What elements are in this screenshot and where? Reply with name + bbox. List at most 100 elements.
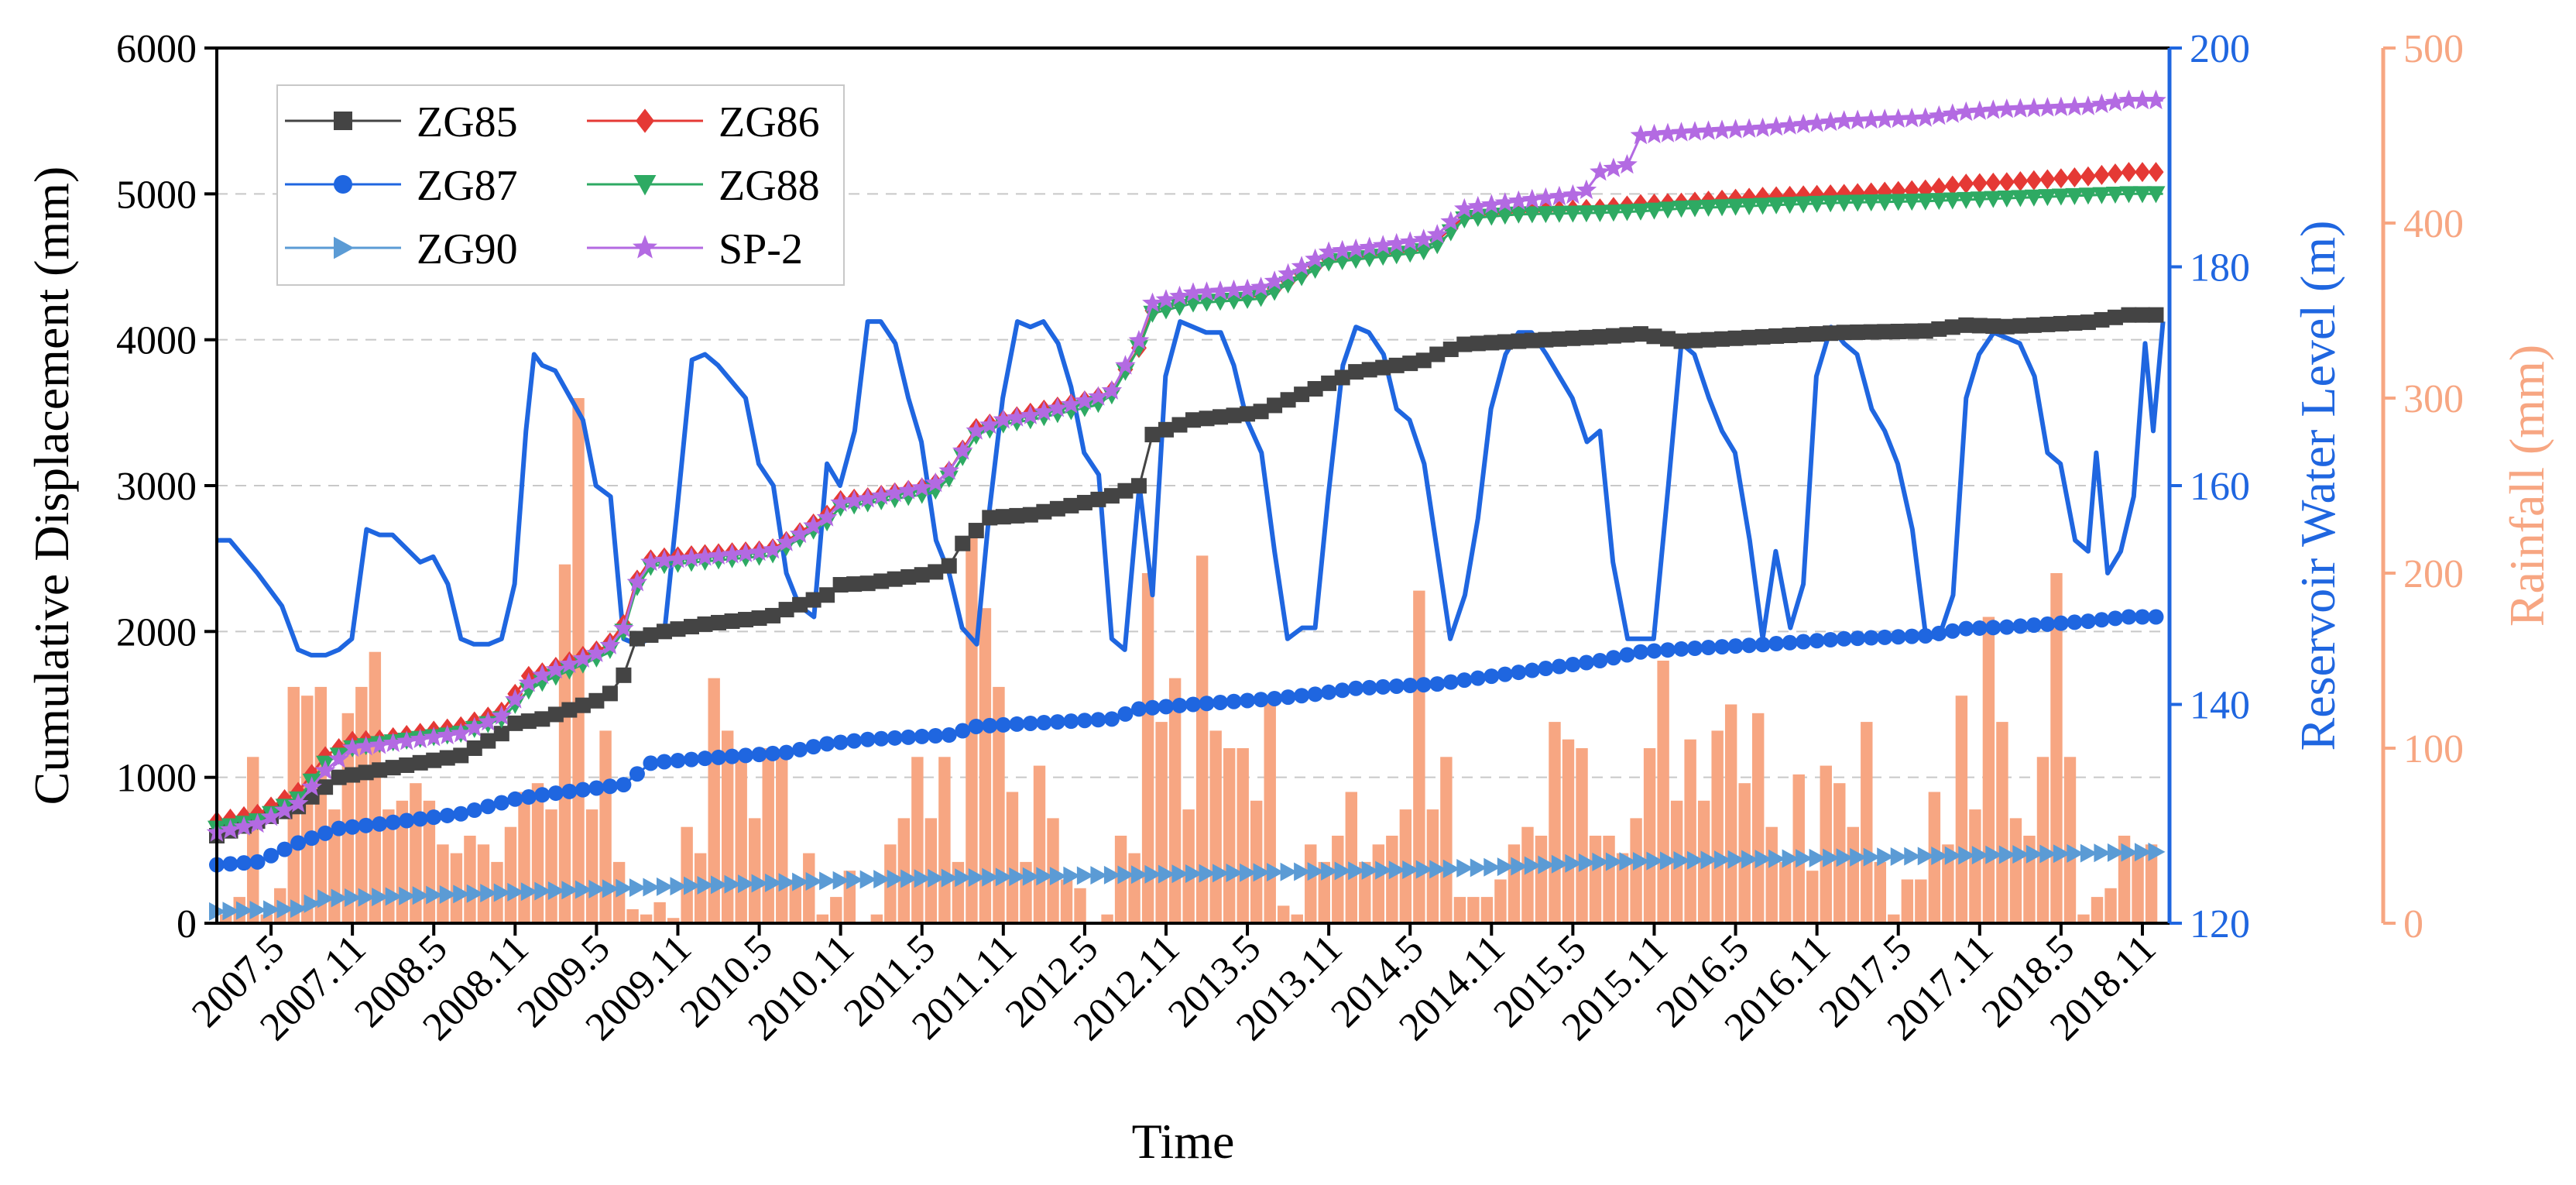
series-point-sp-2-19 [464,716,485,737]
series-point-zg90-102 [1592,852,1610,871]
series-point-zg90-100 [1565,854,1583,873]
series-point-zg87-27 [575,781,591,798]
series-point-zg90-79 [1280,862,1298,881]
legend-item-zg85[interactable]: ZG85 [285,98,518,146]
rainfall-bar-69 [1155,722,1168,923]
rainfall-bar-130 [1982,617,1995,923]
series-point-zg87-97 [1524,662,1540,678]
series-point-zg86-127 [1931,177,1947,198]
series-point-zg88-94 [1482,208,1501,226]
series-point-zg90-134 [2025,844,2043,864]
rainfall-bar-92 [1467,897,1480,923]
series-point-zg85-128 [1944,319,1960,335]
series-point-zg85-29 [602,685,618,702]
series-point-zg87-39 [738,747,754,764]
series-point-zg88-107 [1658,201,1677,219]
legend-item-zg86[interactable]: ZG86 [587,98,820,146]
series-point-zg90-19 [466,884,484,903]
series-point-sp-2-89 [1413,228,1435,249]
rainfall-bar-105 [1643,748,1656,923]
series-point-zg90-132 [1998,845,2016,864]
series-point-zg85-133 [2012,318,2029,334]
series-point-zg85-52 [914,567,930,583]
rainfall-bar-48 [870,914,883,923]
series-point-zg87-44 [805,739,822,755]
series-point-zg90-36 [697,876,715,895]
series-point-zg87-65 [1090,712,1106,728]
series-point-zg88-102 [1590,204,1610,222]
series-point-sp-2-83 [1332,239,1353,260]
series-point-zg90-97 [1524,856,1542,875]
series-point-zg87-75 [1226,693,1242,709]
series-point-zg88-103 [1604,204,1623,222]
series-point-zg85-122 [1863,324,1879,340]
series-point-zg88-132 [1997,190,2016,208]
series-point-zg90-10 [345,888,362,908]
series-point-sp-2-109 [1684,121,1706,141]
rainfall-bars [220,398,2158,923]
rainfall-bar-3 [260,914,273,923]
series-point-zg85-11 [358,764,374,781]
series-point-sp-2-32 [640,551,661,572]
series-point-zg90-58 [995,867,1013,887]
series-point-zg88-138 [2078,187,2098,205]
series-point-zg85-27 [575,697,591,713]
series-point-zg88-99 [1549,205,1569,223]
series-point-zg88-135 [2038,189,2057,207]
series-point-zg85-34 [670,621,686,637]
series-point-sp-2-118 [1806,112,1827,132]
series-point-zg90-117 [1796,849,1813,868]
series-point-sp-2-102 [1590,161,1610,181]
series-point-zg86-143 [2148,162,2164,183]
series-point-zg90-32 [643,878,660,897]
series-point-zg86-140 [2107,163,2123,184]
series-point-sp-2-35 [681,547,702,567]
series-point-zg87-50 [887,730,903,746]
series-point-zg90-46 [832,871,850,890]
series-point-zg90-68 [1130,865,1148,884]
series-point-zg87-143 [2148,609,2164,625]
series-point-zg87-114 [1754,637,1771,653]
series-point-sp-2-107 [1657,122,1679,143]
series-point-zg85-60 [1022,507,1038,523]
series-point-sp-2-135 [2037,97,2058,117]
left-tick-label-6: 6000 [116,27,197,71]
series-point-sp-2-100 [1562,184,1583,204]
series-point-zg90-107 [1659,851,1677,871]
series-point-zg90-125 [1904,847,1922,866]
rainfall-tick-label-4: 400 [2403,202,2464,246]
rainfall-bar-102 [1603,836,1615,923]
series-point-sp-2-31 [626,572,648,592]
legend-item-zg88[interactable]: ZG88 [587,162,820,210]
series-point-zg90-25 [547,881,565,900]
legend-item-zg87[interactable]: ZG87 [285,162,518,210]
series-point-sp-2-53 [924,472,946,493]
series-point-zg90-13 [385,887,403,906]
series-point-zg88-117 [1794,196,1813,214]
rainfall-bar-76 [1250,800,1263,923]
series-point-zg85-54 [941,558,957,574]
series-point-zg85-12 [372,762,388,778]
legend-item-sp-2[interactable]: SP-2 [587,225,803,273]
rainfall-bar-108 [1684,739,1696,923]
rainfall-bar-60 [1033,765,1046,923]
series-point-sp-2-141 [2118,89,2139,110]
rainfall-bar-132 [2009,818,2022,923]
series-point-zg90-81 [1307,862,1325,881]
series-point-zg85-134 [2025,317,2042,333]
series-point-zg87-83 [1334,682,1350,699]
series-point-zg90-55 [955,868,972,888]
series-point-zg87-107 [1659,642,1676,658]
series-point-zg90-47 [846,871,864,890]
series-point-sp-2-45 [816,507,838,527]
legend-item-zg90[interactable]: ZG90 [285,225,518,273]
series-point-sp-2-79 [1278,263,1298,283]
series-point-zg87-142 [2134,609,2150,625]
legend[interactable]: ZG85 ZG86 ZG87 ZG88 ZG90 SP-2 [276,84,845,286]
series-point-zg87-48 [859,731,876,747]
rainfall-bar-62 [1060,879,1073,923]
series-point-zg85-45 [819,587,835,603]
series-point-sp-2-85 [1359,236,1380,256]
series-point-sp-2-116 [1779,115,1800,135]
series-point-zg88-97 [1522,206,1542,224]
